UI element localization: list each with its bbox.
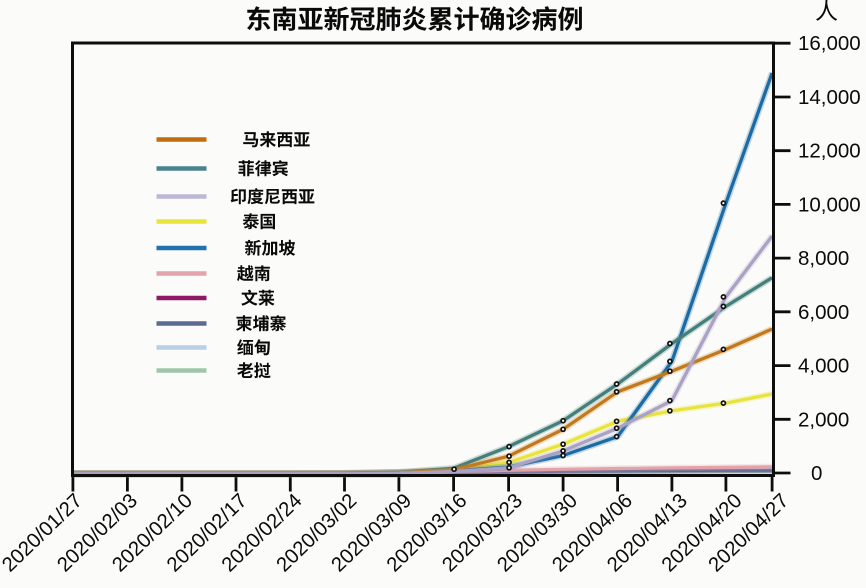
svg-text:10,000: 10,000 bbox=[798, 193, 861, 216]
svg-text:14,000: 14,000 bbox=[798, 86, 861, 109]
svg-text:4,000: 4,000 bbox=[798, 355, 849, 378]
svg-text:8,000: 8,000 bbox=[798, 247, 849, 270]
svg-text:16,000: 16,000 bbox=[798, 32, 861, 55]
svg-text:2,000: 2,000 bbox=[798, 408, 849, 431]
svg-text:6,000: 6,000 bbox=[798, 301, 849, 324]
svg-text:12,000: 12,000 bbox=[798, 140, 861, 163]
svg-text:0: 0 bbox=[811, 462, 822, 485]
